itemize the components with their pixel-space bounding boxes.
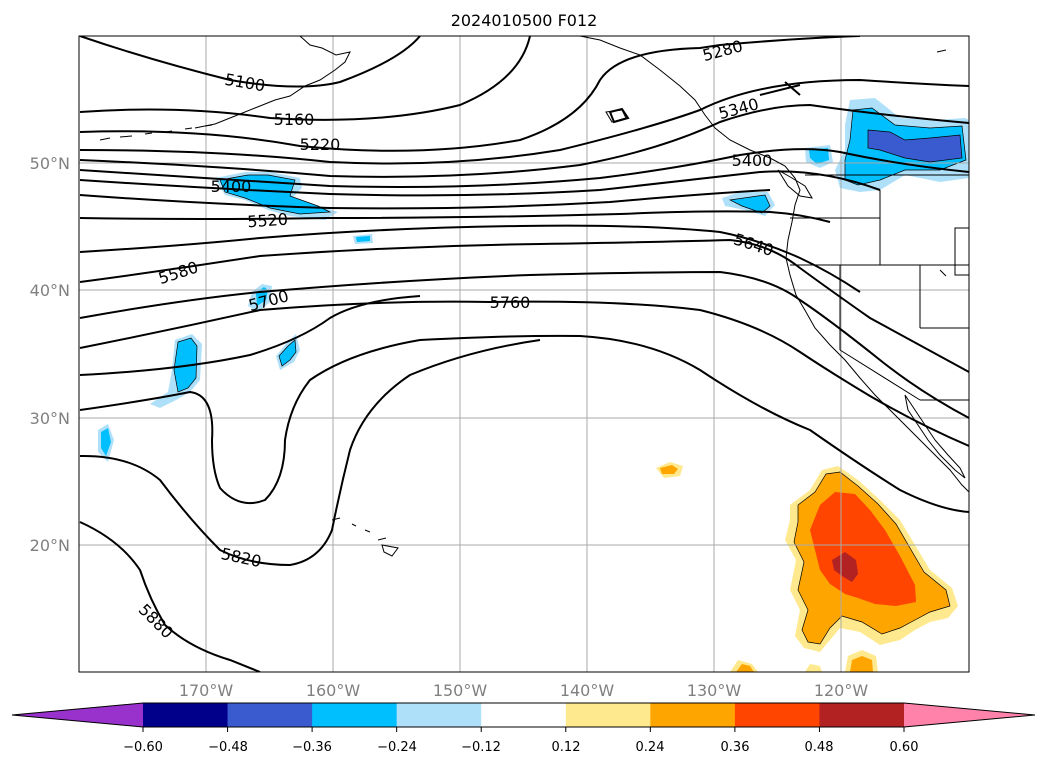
map-frame	[78, 35, 970, 673]
shade-pos-mid	[736, 664, 754, 672]
contour-5460	[79, 189, 771, 210]
contour-label: 5160	[274, 110, 315, 129]
colorbar-tick-label: 0.24	[636, 740, 665, 755]
contour-5400b	[79, 170, 881, 197]
contour-ne	[759, 81, 801, 96]
vancouver-island	[777, 169, 813, 199]
contour-5880	[79, 521, 261, 672]
shade-neg-mid	[356, 236, 370, 242]
shade-pos-mid	[850, 656, 873, 672]
colorbar-segment	[565, 703, 651, 727]
colorbar-segment	[396, 703, 482, 727]
contour-label: 5400	[732, 151, 773, 170]
shade-neg-mid	[730, 195, 770, 213]
colorbar: −0.60 −0.48 −0.36 −0.24 −0.12 0.12 0.24 …	[11, 702, 1036, 755]
contour-label: 5520	[247, 210, 289, 232]
contour-label: 5400	[211, 177, 252, 196]
colorbar-segment	[734, 703, 820, 727]
contour-5280	[79, 78, 969, 165]
contour-5580	[79, 224, 861, 293]
lon-labels: 170°W 160°W 150°W 140°W 130°W 120°W	[179, 681, 869, 700]
colorbar-tick-label: −0.24	[377, 740, 417, 755]
positive-shading	[656, 462, 958, 672]
colorbar-segment	[819, 703, 905, 727]
shade-pos-darker	[832, 552, 858, 582]
contour-5220	[79, 36, 861, 152]
colorbar-outline	[11, 702, 1036, 728]
shade-neg-dark	[868, 130, 962, 162]
shade-neg-mid	[101, 428, 111, 456]
lat-label: 40°N	[30, 281, 70, 300]
colorbar-tick-label: 0.60	[890, 740, 919, 755]
state-borders	[790, 190, 969, 401]
gridlines	[79, 36, 969, 672]
contour-label: 5760	[490, 293, 531, 312]
alaska-coast	[194, 36, 351, 129]
contour-5820	[79, 334, 969, 513]
colorbar-tick-label: −0.48	[208, 740, 248, 755]
colorbar-tick-label: −0.60	[123, 740, 163, 755]
colorbar-tick-label: −0.36	[292, 740, 332, 755]
lon-label: 120°W	[814, 681, 869, 700]
contour-5100	[79, 36, 421, 88]
contour-5700	[79, 270, 969, 419]
lon-label: 140°W	[560, 681, 615, 700]
contour-5760b	[79, 295, 421, 376]
contour-5160	[79, 36, 531, 121]
se-alaska-coast	[579, 36, 969, 493]
colorbar-segment	[227, 703, 313, 727]
contour-5340	[79, 103, 969, 178]
shade-pos-light	[805, 664, 822, 672]
shade-neg-mid	[279, 340, 296, 366]
colorbar-segment	[650, 703, 736, 727]
colorbar-segment	[312, 703, 398, 727]
contour-5860	[79, 339, 541, 567]
colorbar-tick-label: −0.12	[461, 740, 501, 755]
colorbar-ticks	[142, 727, 905, 732]
lat-label: 50°N	[30, 154, 70, 173]
height-contours	[79, 36, 969, 672]
colorbar-tick-labels: −0.60 −0.48 −0.36 −0.24 −0.12 0.12 0.24 …	[123, 740, 918, 755]
colorbar-extend-min	[12, 703, 143, 727]
contour-5640	[79, 238, 969, 373]
contour-label: 5220	[300, 135, 341, 154]
lon-label: 150°W	[433, 681, 488, 700]
colorbar-tick-label: 0.48	[805, 740, 834, 755]
shade-neg-mid	[809, 148, 829, 164]
hawaii-islands	[331, 517, 399, 557]
shade-pos-mid	[660, 465, 678, 474]
colorbar-extend-max	[904, 703, 1035, 727]
map-area: 5100 5160 5220 5280 5340 5400 5400 5520 …	[79, 36, 969, 672]
contour-5400a	[79, 148, 969, 188]
lon-label: 160°W	[306, 681, 361, 700]
shade-pos-dark	[810, 492, 916, 606]
map-title: 2024010500 F012	[451, 11, 598, 30]
contour-5760a	[79, 300, 969, 447]
colorbar-segment	[143, 703, 229, 727]
colorbar-fills	[12, 703, 1035, 727]
lat-label: 20°N	[30, 536, 70, 555]
colorbar-segment	[481, 703, 567, 727]
lat-labels: 50°N 40°N 30°N 20°N	[30, 154, 70, 555]
colorbar-tick-label: 0.12	[552, 740, 581, 755]
shade-neg-mid	[220, 175, 330, 214]
lon-label: 170°W	[179, 681, 234, 700]
lon-label: 130°W	[687, 681, 742, 700]
colorbar-tick-label: 0.36	[721, 740, 750, 755]
lat-label: 30°N	[30, 409, 70, 428]
contour-5520	[79, 210, 831, 223]
contour-5280-loop	[608, 107, 630, 124]
